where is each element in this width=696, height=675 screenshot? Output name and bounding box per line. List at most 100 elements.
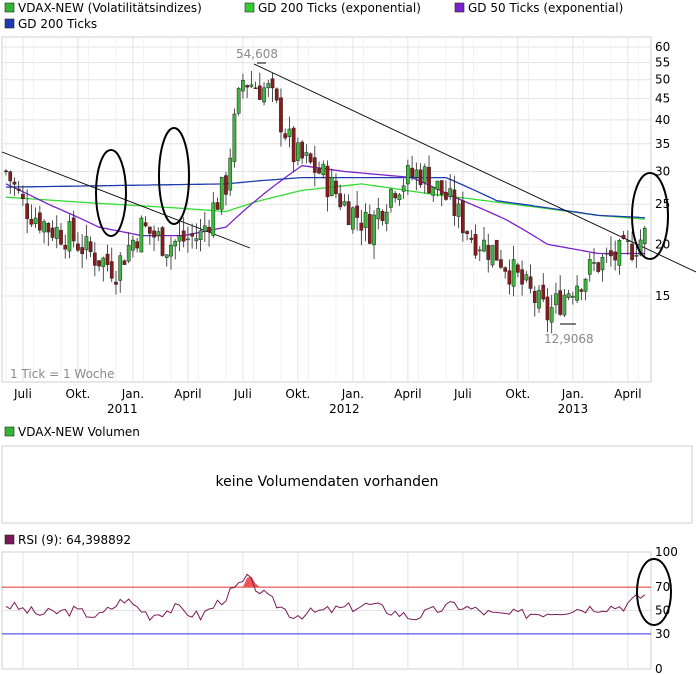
- candle-body: [380, 211, 385, 221]
- candle-body: [266, 83, 271, 89]
- candle-body: [122, 260, 127, 265]
- candle-body: [363, 211, 368, 228]
- legend-swatch: [4, 18, 15, 29]
- candle-body: [562, 294, 567, 316]
- rsi-tick-label: 100: [655, 545, 678, 559]
- candle-body: [232, 113, 237, 162]
- candle-body: [105, 253, 110, 265]
- candle-body: [600, 256, 605, 271]
- candle-body: [321, 164, 326, 176]
- candle-body: [528, 276, 533, 289]
- ma-line-1: [5, 183, 645, 220]
- candle-body: [325, 165, 330, 198]
- candle-body: [473, 234, 478, 256]
- candle-body: [397, 194, 402, 201]
- candle-body: [12, 181, 17, 185]
- rsi-legend: RSI (9): 64,398892: [4, 533, 131, 547]
- candle-body: [554, 293, 558, 306]
- rsi-lines: [2, 573, 651, 635]
- candle-body: [389, 189, 393, 208]
- candle-body: [410, 167, 414, 177]
- candle-body: [253, 87, 258, 90]
- candle-body: [46, 223, 51, 233]
- candle-body: [126, 245, 131, 262]
- rsi-line: [5, 573, 646, 622]
- legend-label: RSI (9): 64,398892: [18, 533, 131, 547]
- time-tick-label: Juli: [233, 387, 252, 401]
- candle-body: [329, 176, 334, 196]
- max-annotation: 54,608: [236, 47, 278, 61]
- candle-body: [469, 237, 474, 240]
- candle-body: [76, 243, 80, 251]
- candle-body: [596, 262, 601, 272]
- candle-body: [592, 262, 596, 264]
- candle-body: [427, 166, 431, 194]
- price-axis-ticks: 15 20 25 30 35 40 45 50 55 60: [655, 40, 670, 303]
- candle-body: [609, 250, 613, 257]
- rsi-highlight-circle: [636, 558, 672, 626]
- candle-body: [456, 203, 461, 217]
- candle-body: [25, 203, 30, 219]
- candle-body: [143, 222, 148, 227]
- time-tick-label: Jan.: [341, 387, 364, 401]
- volume-panel-frame: [1, 445, 693, 524]
- price-tick-label: 45: [655, 92, 670, 106]
- main-legend: VDAX-NEW (Volatilitätsindizes) GD 200 Tic…: [4, 1, 623, 31]
- candle-body: [97, 260, 101, 267]
- candle-body: [164, 254, 169, 258]
- legend-label: VDAX-NEW Volumen: [18, 425, 140, 439]
- candle-body: [384, 211, 389, 224]
- candle-body: [587, 259, 592, 275]
- candle-body: [37, 212, 42, 231]
- time-tick-label: April: [394, 387, 421, 401]
- candle-body: [257, 85, 262, 100]
- rsi-gridlines: [2, 552, 651, 669]
- legend-swatch: [4, 534, 15, 545]
- price-tick-label: 25: [655, 197, 670, 211]
- time-tick-label: Okt.: [285, 387, 310, 401]
- candle-body: [135, 241, 139, 249]
- candle-body: [80, 247, 84, 254]
- candle-body: [486, 245, 491, 260]
- price-tick-label: 60: [655, 40, 670, 54]
- candle-body: [147, 226, 152, 234]
- candle-body: [625, 240, 630, 243]
- time-tick-label: Juli: [453, 387, 472, 401]
- price-tick-label: 40: [655, 113, 670, 127]
- candle-body: [638, 239, 643, 256]
- candle-body: [338, 193, 343, 208]
- candle-body: [494, 239, 499, 261]
- candle-body: [139, 217, 144, 253]
- candle-body: [114, 281, 118, 285]
- rsi-overbought-fill: [242, 576, 260, 588]
- candle-body: [308, 153, 313, 163]
- rsi-tick-label: 30: [655, 627, 670, 641]
- candle-body: [262, 87, 266, 103]
- ma-line-3: [6, 176, 645, 219]
- candle-body: [558, 290, 563, 315]
- volume-message: keine Volumendaten vorhanden: [216, 474, 439, 490]
- candle-body: [312, 157, 317, 173]
- candle-body: [414, 169, 419, 178]
- candle-body: [59, 229, 63, 245]
- candle-body: [490, 245, 495, 266]
- candle-body: [575, 285, 579, 301]
- candle-body: [477, 249, 482, 252]
- candle-body: [249, 84, 254, 87]
- candle-body: [342, 201, 347, 206]
- candle-body: [461, 200, 465, 234]
- highlight-circles: [95, 127, 669, 260]
- candle-body: [418, 169, 423, 185]
- candle-body: [54, 226, 59, 239]
- candle-body: [29, 219, 34, 225]
- legend-swatch: [4, 2, 15, 13]
- highlight-ellipse: [95, 149, 127, 237]
- candle-body: [194, 238, 199, 242]
- candle-body: [88, 241, 93, 253]
- candle-body: [228, 157, 233, 191]
- volume-legend: VDAX-NEW Volumen: [4, 425, 140, 439]
